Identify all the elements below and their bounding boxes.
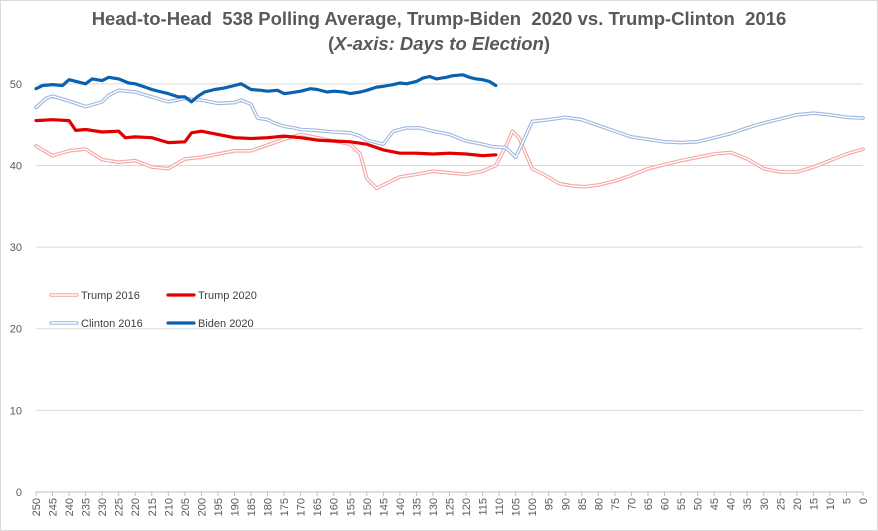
x-tick-label-160: 160 [329, 498, 341, 516]
x-tick-label-60: 60 [660, 498, 672, 510]
x-tick-label-225: 225 [114, 498, 126, 516]
x-tick-label-85: 85 [577, 498, 589, 510]
x-tick-label-165: 165 [312, 498, 324, 516]
x-tick-label-205: 205 [180, 498, 192, 516]
subtitle-italic: X-axis: Days to Election [334, 33, 544, 54]
x-tick-label-55: 55 [676, 498, 688, 510]
legend: Trump 2016 Trump 2020 Clinton 2016 Biden 20… [49, 290, 257, 330]
series-lines [34, 73, 865, 191]
x-tick-label-95: 95 [544, 498, 556, 510]
series-line-trump-2020 [34, 118, 498, 158]
x-tick-label-245: 245 [48, 498, 60, 516]
x-tick-label-30: 30 [759, 498, 771, 510]
x-tick-label-40: 40 [726, 498, 738, 510]
x-tick-label-15: 15 [808, 498, 820, 510]
x-tick-label-120: 120 [461, 498, 473, 516]
y-tick-label-20: 20 [10, 324, 22, 336]
x-tick-label-215: 215 [147, 498, 159, 516]
x-tick-label-10: 10 [825, 498, 837, 510]
series-line-biden-2020 [34, 73, 498, 104]
y-tick-label-40: 40 [10, 160, 22, 172]
x-tick-label-125: 125 [445, 498, 457, 516]
gridlines [36, 83, 863, 493]
chart-title: Head-to-Head 538 Polling Average, Trump-… [91, 8, 787, 29]
x-tick-label-150: 150 [362, 498, 374, 516]
series-line-clinton-2016 [34, 88, 865, 160]
subtitle-close: ) [543, 33, 551, 54]
legend-item-trump-2016: Trump 2016 [49, 290, 140, 302]
series-line-clinton-2016-outer [34, 88, 865, 160]
x-tick-label-75: 75 [610, 498, 622, 510]
x-tick-label-190: 190 [229, 498, 241, 516]
x-tick-label-50: 50 [693, 498, 705, 510]
y-tick-label-0: 0 [16, 487, 22, 499]
legend-item-trump-2020: Trump 2020 [166, 290, 257, 302]
x-tick-label-135: 135 [411, 498, 423, 516]
x-tick-label-155: 155 [345, 498, 357, 516]
x-tick-label-90: 90 [560, 498, 572, 510]
x-tick-label-130: 130 [428, 498, 440, 516]
x-tick-label-100: 100 [527, 498, 539, 516]
x-tick-label-140: 140 [395, 498, 407, 516]
legend-label-trump-2020: Trump 2020 [198, 290, 257, 302]
x-tick-label-45: 45 [709, 498, 721, 510]
x-tick-label-115: 115 [478, 498, 490, 516]
x-tick-label-110: 110 [494, 498, 506, 516]
subtitle-open: ( [327, 33, 335, 54]
series-line-trump-2016 [34, 129, 865, 191]
x-tick-label-25: 25 [775, 498, 787, 510]
x-tick-label-170: 170 [296, 498, 308, 516]
x-tick-label-220: 220 [130, 498, 142, 516]
x-tick-label-80: 80 [593, 498, 605, 510]
x-tick-label-185: 185 [246, 498, 258, 516]
legend-label-clinton-2016: Clinton 2016 [81, 318, 143, 330]
x-tick-label-200: 200 [196, 498, 208, 516]
series-line-trump-2016-inner [35, 130, 864, 189]
x-tick-label-195: 195 [213, 498, 225, 516]
x-tick-label-65: 65 [643, 498, 655, 510]
x-tick-label-70: 70 [626, 498, 638, 510]
x-tick-label-210: 210 [163, 498, 175, 516]
x-tick-label-0: 0 [858, 498, 870, 504]
x-tick-label-230: 230 [97, 498, 109, 516]
x-tick-label-105: 105 [511, 498, 523, 516]
legend-label-biden-2020: Biden 2020 [198, 318, 254, 330]
x-tick-label-250: 250 [31, 498, 43, 516]
legend-label-trump-2016: Trump 2016 [81, 290, 140, 302]
x-tick-label-180: 180 [263, 498, 275, 516]
x-tick-label-35: 35 [742, 498, 754, 510]
y-tick-label-30: 30 [10, 242, 22, 254]
y-tick-label-10: 10 [10, 405, 22, 417]
series-line-clinton-2016-inner [35, 89, 864, 158]
chart-subtitle: (X-axis: Days to Election) [1, 32, 877, 56]
legend-item-clinton-2016: Clinton 2016 [49, 318, 143, 330]
x-tick-label-240: 240 [64, 498, 76, 516]
x-tick-label-235: 235 [81, 498, 93, 516]
x-tick-label-175: 175 [279, 498, 291, 516]
x-tick-label-20: 20 [792, 498, 804, 510]
x-tick-label-5: 5 [841, 498, 853, 504]
y-tick-label-50: 50 [10, 79, 22, 91]
x-tick-label-145: 145 [378, 498, 390, 516]
legend-item-biden-2020: Biden 2020 [166, 318, 254, 330]
